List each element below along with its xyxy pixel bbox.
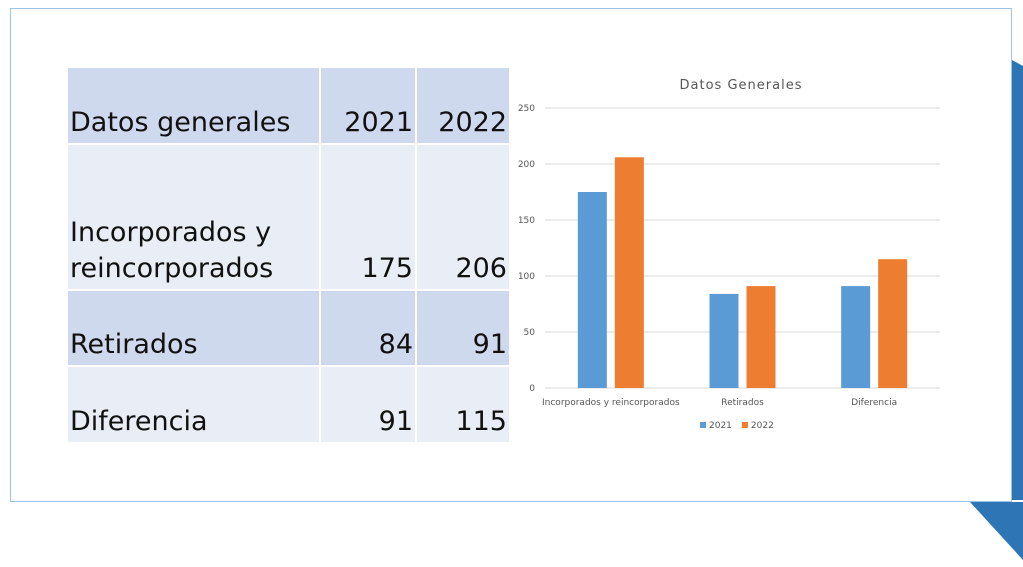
accent-triangle (970, 502, 1023, 560)
legend-swatch (700, 422, 706, 428)
bar (878, 259, 908, 388)
header-cell: Datos generales (66, 66, 321, 145)
x-tick-label: Diferencia (851, 398, 897, 408)
y-tick-label: 150 (518, 216, 535, 226)
cell: Diferencia (66, 365, 321, 444)
x-tick-label: Incorporados y reincorporados (542, 398, 680, 408)
chart: Datos Generales 0 50 100 150 200 250 Incorpora… (518, 78, 940, 431)
y-tick-label: 100 (518, 272, 535, 282)
table-row: Diferencia 91 115 (66, 365, 511, 444)
cell: 115 (415, 365, 511, 444)
legend-swatch (741, 422, 748, 428)
header-row: Datos generales 2021 2022 (66, 66, 511, 145)
header-cell: 2021 (319, 66, 417, 145)
chart-title: Datos Generales (680, 78, 803, 93)
bar (709, 293, 739, 388)
cell: 175 (319, 143, 417, 291)
cell: 206 (415, 143, 511, 291)
x-tick-label: Retirados (721, 398, 764, 408)
y-tick-label: 0 (529, 384, 535, 394)
bar (841, 286, 871, 388)
y-tick-label: 50 (524, 328, 536, 338)
cell: 91 (319, 365, 417, 444)
cell: Retirados (66, 289, 321, 367)
cell: 91 (415, 289, 511, 367)
bar (746, 286, 776, 388)
cell: 84 (319, 289, 417, 367)
y-tick-label: 250 (518, 104, 535, 114)
bar (614, 157, 644, 388)
bar (577, 192, 607, 388)
table-row: Retirados 84 91 (66, 289, 511, 367)
legend-label: 2022 (751, 421, 774, 431)
legend-label: 2021 (709, 421, 732, 431)
header-cell: 2022 (415, 66, 511, 145)
data-table: Datos generales 2021 2022 Incorporados y… (66, 66, 511, 444)
accent-strip (1012, 60, 1023, 500)
table-row: Incorporados y reincorporados 175 206 (66, 143, 511, 291)
cell: Incorporados y reincorporados (66, 143, 321, 291)
y-tick-label: 200 (518, 160, 535, 170)
